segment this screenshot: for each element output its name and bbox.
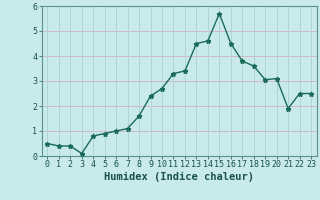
X-axis label: Humidex (Indice chaleur): Humidex (Indice chaleur) bbox=[104, 172, 254, 182]
